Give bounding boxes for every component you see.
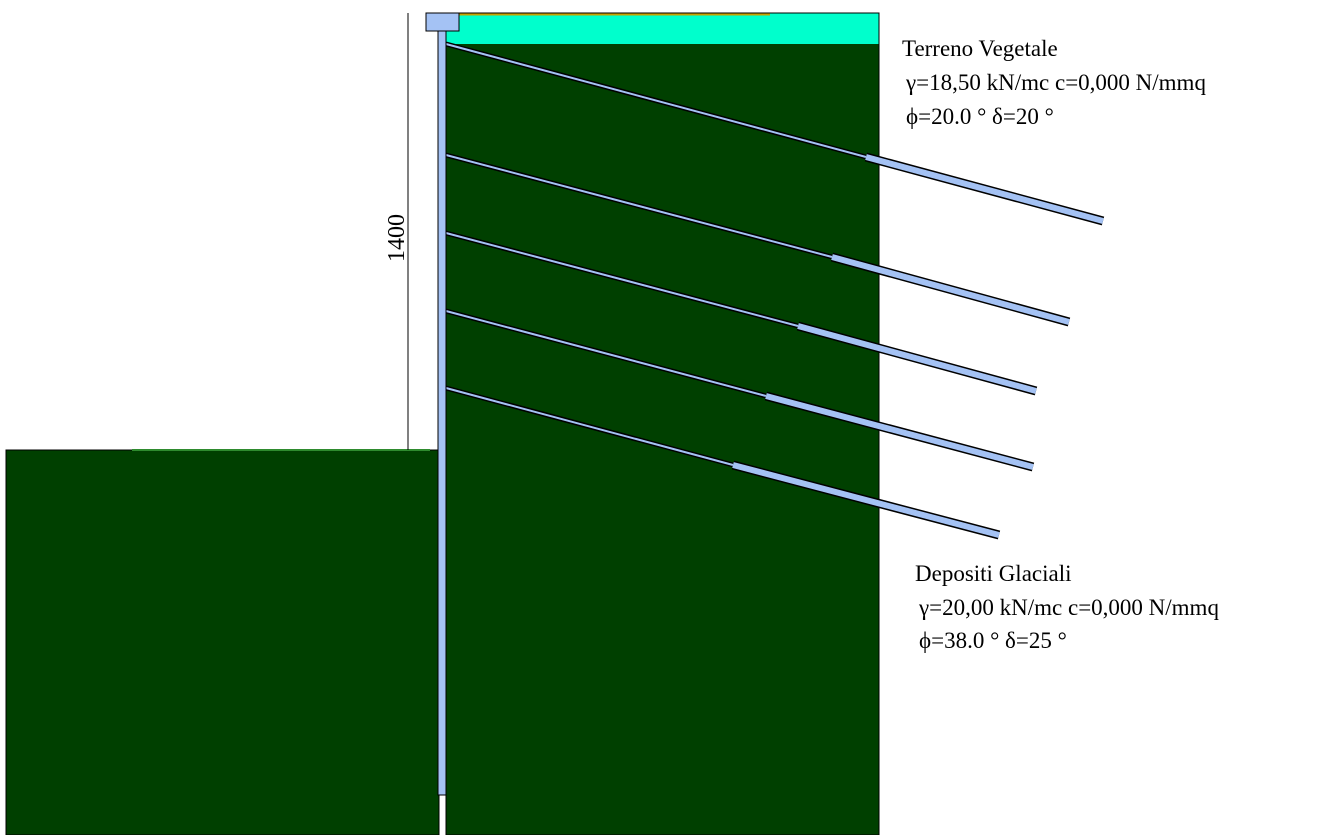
anchor-5 bbox=[445, 385, 1001, 540]
layer-label-terreno-vegetale: Terreno Vegetale γ=18,50 kN/mc c=0,000 N… bbox=[902, 36, 1206, 129]
layer-2-params-2: ϕ=38.0 ° δ=25 ° bbox=[919, 628, 1067, 653]
layer-label-depositi-glaciali: Depositi Glaciali γ=20,00 kN/mc c=0,000 … bbox=[915, 561, 1219, 653]
anchor-3 bbox=[445, 230, 1038, 396]
layer-1-params-1: γ=18,50 kN/mc c=0,000 N/mmq bbox=[905, 70, 1206, 95]
anchor-1 bbox=[445, 41, 1105, 226]
soil-excavation-side bbox=[5, 449, 440, 835]
layer-1-params-2: ϕ=20.0 ° δ=20 ° bbox=[906, 104, 1054, 129]
layer-2-name: Depositi Glaciali bbox=[915, 561, 1072, 586]
retaining-wall bbox=[437, 27, 447, 796]
anchor-2 bbox=[445, 152, 1071, 327]
wall-head-beam bbox=[425, 12, 460, 32]
layer-2-params-1: γ=20,00 kN/mc c=0,000 N/mmq bbox=[918, 595, 1219, 620]
soil-topsoil-layer bbox=[446, 13, 879, 44]
anchor-4 bbox=[445, 308, 1035, 472]
soil-retained-deep bbox=[446, 44, 879, 835]
anchors bbox=[445, 41, 1105, 540]
layer-1-name: Terreno Vegetale bbox=[902, 36, 1058, 61]
dimension-label: 1400 bbox=[384, 214, 410, 262]
